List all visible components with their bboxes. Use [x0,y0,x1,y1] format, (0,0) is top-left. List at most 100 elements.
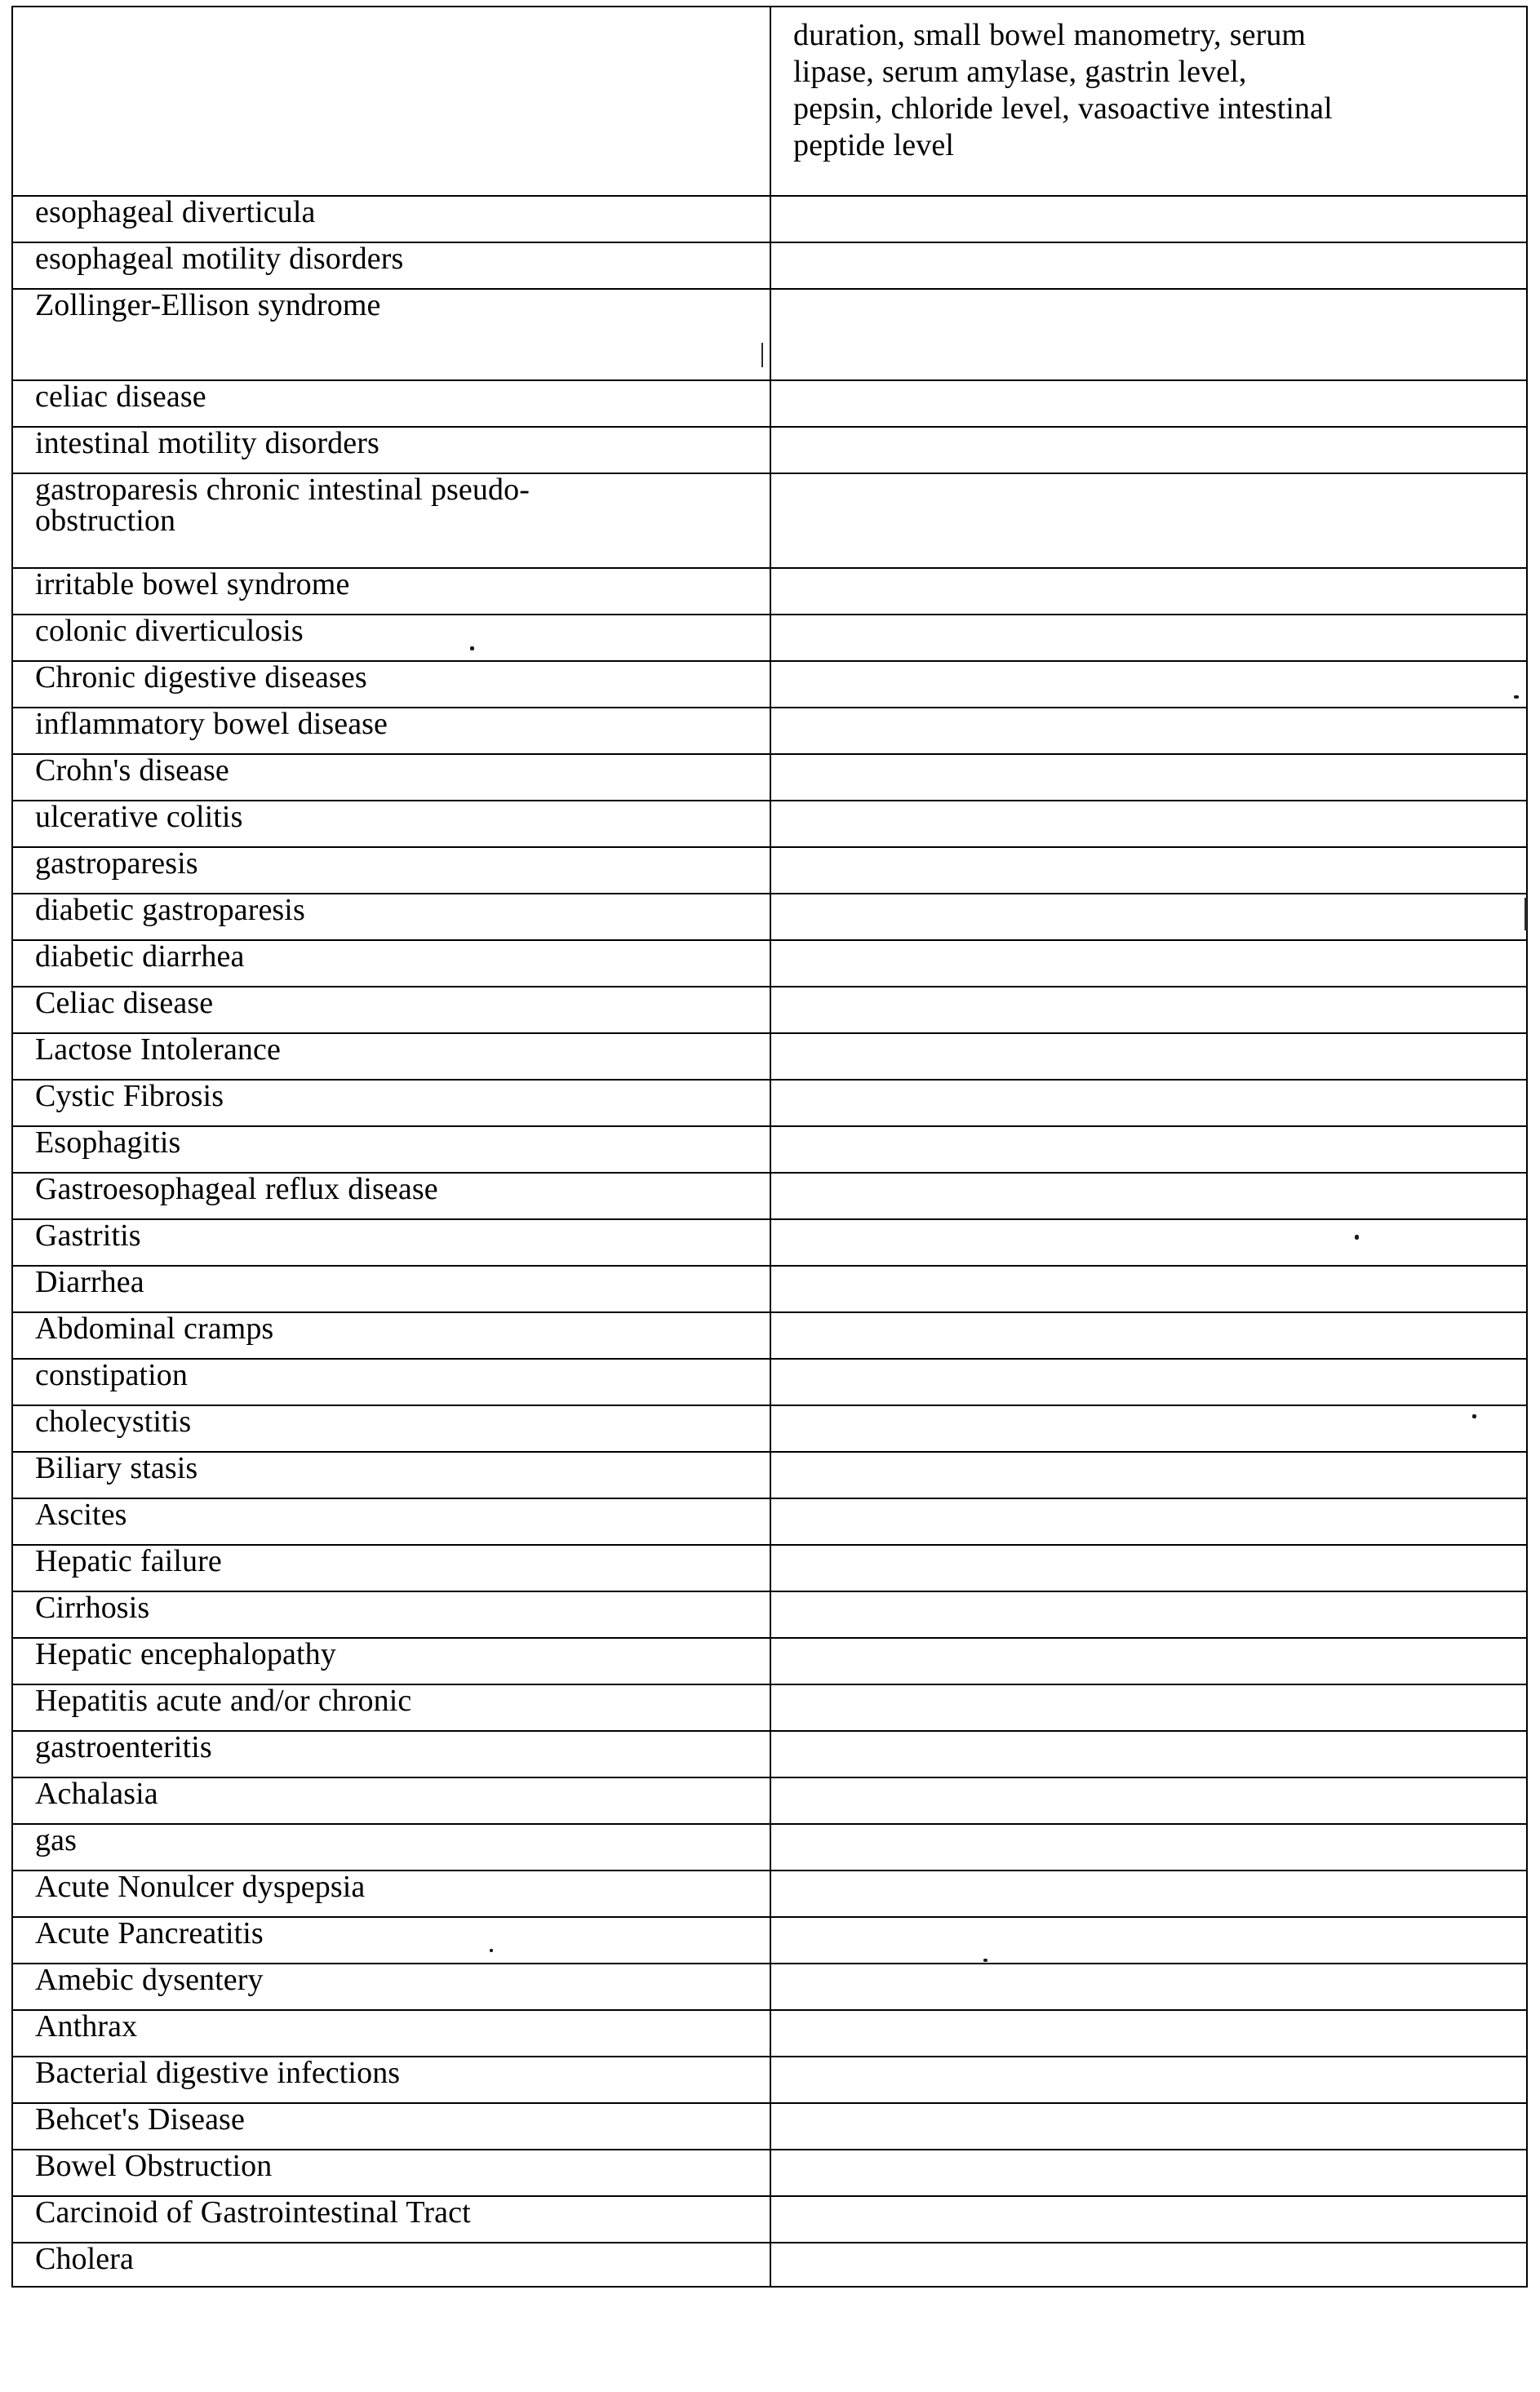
table-row: Biliary stasis [12,1452,1527,1498]
cell-detail: duration, small bowel manometry, serumli… [770,7,1527,196]
table-row: inflammatory bowel disease [12,708,1527,754]
cell-term [12,7,770,196]
table-row: Cystic Fibrosis [12,1080,1527,1126]
table-row: Anthrax [12,2010,1527,2057]
cell-term: Cholera [12,2243,770,2287]
cell-term: diabetic gastroparesis [12,894,770,940]
detail-text-block: duration, small bowel manometry, serumli… [793,7,1526,164]
table-row: Cholera [12,2243,1527,2287]
cell-detail [770,1126,1527,1173]
cell-term: Celiac disease [12,987,770,1033]
table-row: Esophagitis [12,1126,1527,1173]
cell-detail [770,473,1527,568]
table-row: gastroparesis [12,847,1527,894]
cell-detail [770,1173,1527,1219]
cell-term: Cystic Fibrosis [12,1080,770,1126]
table-row: Diarrhea [12,1266,1527,1312]
cell-term: gastroparesis chronic intestinal pseudo-… [12,473,770,568]
cell-term: gastroparesis [12,847,770,894]
cell-detail [770,1777,1527,1824]
cell-term: Hepatic failure [12,1545,770,1591]
cell-term: irritable bowel syndrome [12,568,770,615]
cell-detail [770,894,1527,940]
cell-term: Amebic dysentery [12,1964,770,2010]
table-row: cholecystitis [12,1405,1527,1452]
cell-term: Acute Pancreatitis [12,1917,770,1964]
cell-detail [770,1033,1527,1080]
table-row: Hepatic failure [12,1545,1527,1591]
cell-detail [770,847,1527,894]
cell-term: Behcet's Disease [12,2103,770,2150]
cell-detail [770,1964,1527,2010]
cell-detail [770,1219,1527,1266]
cell-term-line: gastroparesis chronic intestinal pseudo- [35,474,770,505]
cell-term: Crohn's disease [12,754,770,801]
table-row: Gastroesophageal reflux disease [12,1173,1527,1219]
table-row: Acute Nonulcer dyspepsia [12,1871,1527,1917]
cell-term: Cirrhosis [12,1591,770,1638]
cell-detail [770,1684,1527,1731]
table-row: diabetic gastroparesis [12,894,1527,940]
cell-detail [770,615,1527,661]
cell-term: Hepatic encephalopathy [12,1638,770,1684]
table-row: Gastritis [12,1219,1527,1266]
cell-detail [770,2196,1527,2243]
cell-detail [770,2103,1527,2150]
cell-term: gastroenteritis [12,1731,770,1777]
cell-term: celiac disease [12,380,770,427]
cell-detail [770,1452,1527,1498]
cell-detail [770,568,1527,615]
table-row: gas [12,1824,1527,1871]
table-row: Abdominal cramps [12,1312,1527,1359]
cell-detail [770,1638,1527,1684]
cell-detail [770,242,1527,289]
cell-term: colonic diverticulosis [12,615,770,661]
table-row: Acute Pancreatitis [12,1917,1527,1964]
table-row: Zollinger-Ellison syndrome [12,289,1527,380]
table-row: Cirrhosis [12,1591,1527,1638]
cell-detail [770,2057,1527,2103]
table-row: irritable bowel syndrome [12,568,1527,615]
table-body: duration, small bowel manometry, serumli… [12,7,1527,2287]
cell-term: ulcerative colitis [12,801,770,847]
table-row: Crohn's disease [12,754,1527,801]
cell-term: esophageal motility disorders [12,242,770,289]
table-row: diabetic diarrhea [12,940,1527,987]
cell-term: Bacterial digestive infections [12,2057,770,2103]
cell-term: Acute Nonulcer dyspepsia [12,1871,770,1917]
cell-term: Biliary stasis [12,1452,770,1498]
cell-detail [770,661,1527,708]
cell-detail [770,940,1527,987]
cell-detail [770,196,1527,242]
cell-detail [770,1545,1527,1591]
table-row: celiac disease [12,380,1527,427]
scanned-page: duration, small bowel manometry, serumli… [0,0,1540,2392]
cell-term: Carcinoid of Gastrointestinal Tract [12,2196,770,2243]
cell-term: Chronic digestive diseases [12,661,770,708]
detail-text-line: pepsin, chloride level, vasoactive intes… [793,91,1515,127]
cell-detail [770,1080,1527,1126]
table-row: intestinal motility disorders [12,427,1527,473]
cell-detail [770,1405,1527,1452]
table-row: Behcet's Disease [12,2103,1527,2150]
cell-term: Anthrax [12,2010,770,2057]
table-row: Achalasia [12,1777,1527,1824]
table-row: esophageal motility disorders [12,242,1527,289]
cell-term-line: obstruction [35,505,770,536]
cell-detail [770,2010,1527,2057]
table-row: Ascites [12,1498,1527,1545]
cell-term: inflammatory bowel disease [12,708,770,754]
cell-term: Hepatitis acute and/or chronic [12,1684,770,1731]
cell-term: Gastritis [12,1219,770,1266]
cell-detail [770,1312,1527,1359]
disease-listing-table: duration, small bowel manometry, serumli… [11,6,1528,2288]
table-row: ulcerative colitis [12,801,1527,847]
table-row: Hepatic encephalopathy [12,1638,1527,1684]
cell-detail [770,1824,1527,1871]
cell-term: gas [12,1824,770,1871]
table-row: Carcinoid of Gastrointestinal Tract [12,2196,1527,2243]
cell-detail [770,708,1527,754]
cell-detail [770,1359,1527,1405]
cell-term: Gastroesophageal reflux disease [12,1173,770,1219]
cell-detail [770,1917,1527,1964]
